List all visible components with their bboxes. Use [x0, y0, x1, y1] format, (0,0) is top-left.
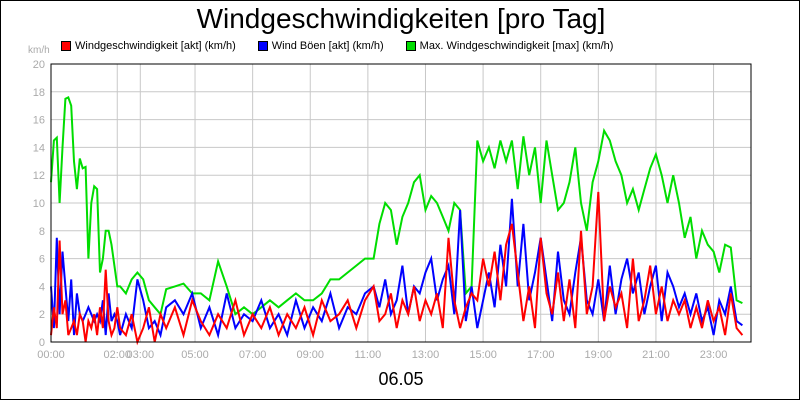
- legend-label-wind-speed: Windgeschwindigkeit [akt] (km/h): [75, 40, 236, 52]
- y-tick-label: 0: [39, 337, 45, 349]
- y-tick-label: 18: [33, 87, 45, 99]
- chart-legend: Windgeschwindigkeit [akt] (km/h) Wind Bö…: [61, 39, 635, 53]
- chart-title: Windgeschwindigkeiten [pro Tag]: [196, 3, 606, 34]
- legend-item-wind-gusts: Wind Böen [akt] (km/h): [257, 40, 384, 52]
- x-tick-label: 07:00: [239, 349, 267, 361]
- y-tick-label: 4: [39, 281, 45, 293]
- y-tick-label: 16: [33, 115, 45, 127]
- x-tick-label: 13:00: [412, 349, 440, 361]
- x-tick-label: 03:00: [127, 349, 155, 361]
- x-tick-label: 02:00: [103, 349, 131, 361]
- legend-swatch-wind-speed: [61, 41, 71, 51]
- x-tick-label: 15:00: [469, 349, 497, 361]
- series-line-max-wind-speed: [50, 96, 743, 317]
- legend-item-max-wind-speed: Max. Windgeschwindigkeit [max] (km/h): [405, 40, 614, 52]
- x-tick-label: 19:00: [585, 349, 613, 361]
- y-tick-label: 8: [39, 226, 45, 238]
- y-tick-label: 14: [33, 142, 45, 154]
- legend-item-wind-speed: Windgeschwindigkeit [akt] (km/h): [61, 40, 236, 52]
- series-line-wind-speed: [50, 191, 744, 346]
- y-tick-label: 2: [39, 309, 45, 321]
- series-line-wind-gusts: [50, 198, 743, 340]
- grid-layer: [50, 63, 751, 343]
- legend-swatch-wind-gusts: [257, 41, 268, 51]
- x-tick-label: 11:00: [355, 349, 382, 361]
- x-tick-label: 09:00: [296, 349, 324, 361]
- x-tick-label: 17:00: [527, 349, 555, 361]
- legend-label-wind-gusts: Wind Böen [akt] (km/h): [271, 40, 384, 52]
- y-tick-label: 10: [33, 198, 45, 210]
- y-axis-unit: km/h: [28, 45, 50, 56]
- legend-swatch-max-wind-speed: [405, 41, 416, 51]
- legend-label-max-wind-speed: Max. Windgeschwindigkeit [max] (km/h): [419, 40, 614, 52]
- plot-border: [50, 63, 752, 343]
- x-tick-label: 21:00: [642, 349, 670, 361]
- y-tick-label: 12: [33, 170, 45, 182]
- x-tick-label: 23:00: [700, 349, 728, 361]
- y-tick-label: 6: [39, 254, 45, 266]
- y-tick-label: 20: [33, 59, 45, 71]
- x-tick-label: 00:00: [37, 349, 65, 361]
- x-axis-date-label: 06.05: [378, 369, 424, 389]
- x-tick-label: 05:00: [181, 349, 209, 361]
- series-layer: [50, 96, 744, 346]
